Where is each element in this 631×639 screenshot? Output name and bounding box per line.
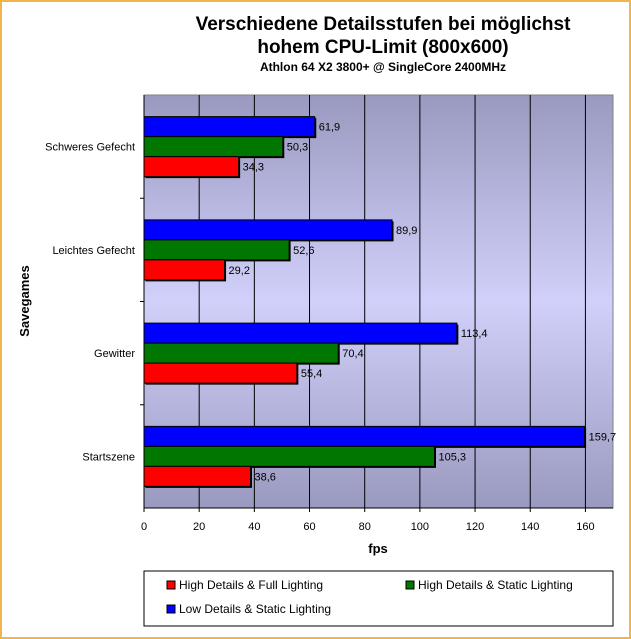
category-label-1: Leichtes Gefecht [52,245,135,257]
data-label-1-1: 52,6 [293,245,314,257]
data-label-2-3: 38,6 [254,471,275,483]
x-tick-label-3: 60 [303,521,315,533]
bar-2-0 [143,156,240,178]
legend-label-1: High Details & Static Lighting [418,578,573,592]
data-labels: 61,9 50,3 34,3 89,9 52,6 29,2 113,4 70,4 55,4 159… [229,122,617,484]
x-tick-label-4: 80 [359,521,371,533]
x-tick-label-0: 0 [141,521,147,533]
bar-0-3 [143,425,586,447]
legend-swatch-0 [166,580,176,590]
bar-1-3 [143,445,436,467]
y-axis-title: Savegames [17,265,32,337]
legend: High Details & Full Lighting High Details… [166,578,573,616]
data-label-1-3: 105,3 [439,451,467,463]
x-tick-label-5: 100 [411,521,429,533]
legend-box [143,570,614,627]
category-label-3: Startszene [82,451,135,463]
data-label-2-1: 29,2 [229,265,250,277]
bar-0-2 [143,322,458,344]
chart-subtitle: Athlon 64 X2 3800+ @ SingleCore 2400MHz [260,60,506,74]
x-tick-label-7: 140 [521,521,539,533]
legend-label-2: Low Details & Static Lighting [179,602,331,616]
data-label-1-2: 70,4 [342,348,363,360]
category-labels: Schweres Gefecht Leichtes Gefecht Gewitter… [45,142,135,464]
category-label-0: Schweres Gefecht [45,142,135,154]
legend-swatch-1 [405,580,415,590]
bar-1-2 [143,342,339,364]
x-tick-labels: 0 20 40 60 80 100 120 140 160 [141,521,595,533]
bar-1-1 [143,239,290,261]
data-label-0-2: 113,4 [461,328,488,340]
bar-0-0 [143,116,316,138]
x-tick-label-1: 20 [193,521,205,533]
chart-title-line2: hohem CPU-Limit (800x600) [257,37,508,58]
category-label-2: Gewitter [94,348,135,360]
category-ticks [140,197,144,406]
x-tick-label-2: 40 [248,521,260,533]
x-tick-label-8: 160 [576,521,594,533]
data-label-0-1: 89,9 [396,225,417,237]
data-label-2-2: 55,4 [301,368,322,380]
bar-2-3 [143,465,251,487]
bars [143,116,587,488]
data-label-0-0: 61,9 [319,122,340,134]
bar-2-2 [143,362,298,384]
bar-1-0 [143,136,284,158]
legend-label-0: High Details & Full Lighting [179,578,323,592]
bar-2-1 [143,259,226,281]
data-label-2-0: 34,3 [243,162,264,174]
legend-swatch-2 [166,604,176,614]
data-label-0-3: 159,7 [589,431,617,443]
bar-0-1 [143,219,393,241]
data-label-1-0: 50,3 [287,142,308,154]
x-tick-label-6: 120 [466,521,484,533]
chart-title-line1: Verschiedene Detailsstufen bei möglichst [196,14,572,35]
x-axis-title: fps [368,541,388,556]
